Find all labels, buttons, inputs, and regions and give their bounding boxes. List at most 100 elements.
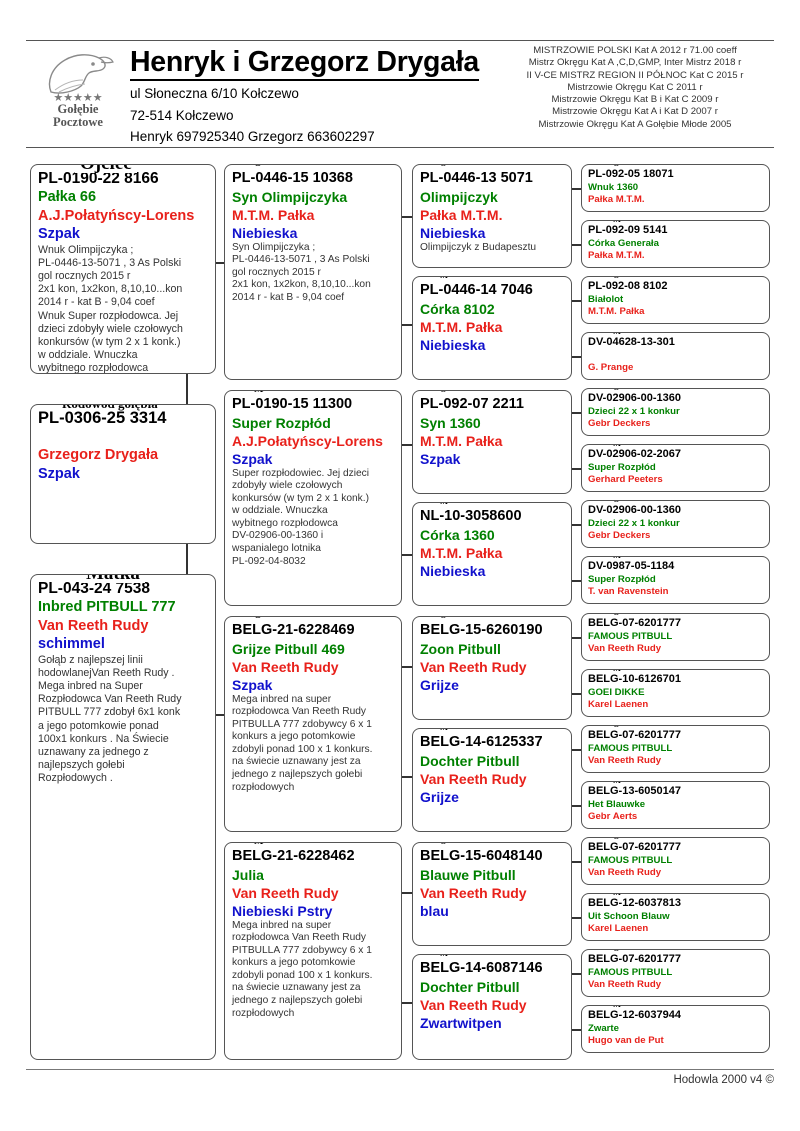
bird-name xyxy=(38,428,209,446)
ring-number: DV-0987-05-1184 xyxy=(588,560,675,572)
card-gen2-2[interactable]: O BELG-21-6228469 Grijze Pitbull 469 Van… xyxy=(224,616,402,832)
card-gen4-14[interactable]: O BELG-07-6201777 FAMOUS PITBULL Van Ree… xyxy=(581,949,770,997)
card-gen4-0[interactable]: O PL-092-05 18071 Wnuk 1360 Pałka M.T.M. xyxy=(581,164,770,212)
card-gen4-1[interactable]: M PL-092-09 5141 Córka Generała Pałka M.… xyxy=(581,220,770,268)
ring-number: BELG-07-6201777 xyxy=(588,729,681,741)
ring-number: PL-0446-14 7046 xyxy=(420,282,533,298)
star-rating: ★★★★★ xyxy=(53,92,103,104)
card-gen4-15[interactable]: M BELG-12-6037944 Zwarte Hugo van de Put xyxy=(581,1005,770,1053)
card-caption-sex: M xyxy=(249,391,269,395)
card-gen3-2[interactable]: O PL-092-07 2211 Syn 1360 M.T.M. Pałka S… xyxy=(412,390,572,494)
bird-color: blau xyxy=(420,902,449,919)
card-gen4-4[interactable]: O DV-02906-00-1360 Dzieci 22 x 1 konkur … xyxy=(581,388,770,436)
card-gen4-9[interactable]: M BELG-10-6126701 GOEI DIKKE Karel Laene… xyxy=(581,669,770,717)
connector-g3-g4-15 xyxy=(571,973,581,975)
card-gen3-6[interactable]: O BELG-15-6048140 Blauwe Pitbull Van Ree… xyxy=(412,842,572,946)
bird-name: Pałka 66 xyxy=(38,189,97,205)
address-line-3: Henryk 697925340 Grzegorz 663602297 xyxy=(130,129,375,144)
achievement-item: MISTRZOWIE POLSKI Kat A 2012 r 71.00 coe… xyxy=(533,45,737,56)
card-gen4-7[interactable]: M DV-0987-05-1184 Super Rozpłód T. van R… xyxy=(581,556,770,604)
card-gen4-10[interactable]: O BELG-07-6201777 FAMOUS PITBULL Van Ree… xyxy=(581,725,770,773)
card-caption-sex: O xyxy=(608,726,625,729)
card-father[interactable]: Ojciec PL-0190-22 8166 Pałka 66 A.J.Poła… xyxy=(30,164,216,374)
connector-g3-g4-13 xyxy=(571,861,581,863)
bird-name: Syn 1360 xyxy=(420,414,481,431)
ring-number: BELG-10-6126701 xyxy=(588,673,681,685)
footer-rule xyxy=(26,1069,774,1070)
card-gen4-2[interactable]: O PL-092-08 8102 Białolot M.T.M. Pałka xyxy=(581,276,770,324)
card-gen4-12[interactable]: O BELG-07-6201777 FAMOUS PITBULL Van Ree… xyxy=(581,837,770,885)
bird-notes: Wnuk Olimpijczyka ; PL-0446-13-5071 , 3 … xyxy=(38,243,183,374)
bird-name: Zoon Pitbull xyxy=(420,640,501,657)
connector-g3-g4-5 xyxy=(571,412,581,414)
connector-g2-g3-d xyxy=(402,554,412,556)
card-gen3-7[interactable]: M BELG-14-6087146 Dochter Pitbull Van Re… xyxy=(412,954,572,1060)
ring-number: PL-0446-13 5071 xyxy=(420,170,533,186)
card-gen3-1[interactable]: M PL-0446-14 7046 Córka 8102 M.T.M. Pałk… xyxy=(412,276,572,380)
card-caption-sex: M xyxy=(608,221,627,224)
bird-name: FAMOUS PITBULL xyxy=(588,966,673,978)
breeder-name: Pałka M.T.M. xyxy=(420,206,503,223)
achievement-item: Mistrzowie Okręgu Kat A Gołębie Młode 20… xyxy=(538,118,732,130)
connector-g3-g4-9 xyxy=(571,637,581,639)
card-gen4-3[interactable]: M DV-04628-13-301 G. Prange xyxy=(581,332,770,380)
breeder-name: A.J.Połatyńscy-Lorens xyxy=(232,432,383,449)
bird-name: Dzieci 22 x 1 konkur xyxy=(588,517,680,529)
ring-number: PL-092-07 2211 xyxy=(420,396,524,412)
card-gen4-5[interactable]: M DV-02906-02-2067 Super Rozpłód Gerhard… xyxy=(581,444,770,492)
breeder-name: Pałka M.T.M. xyxy=(588,249,645,261)
card-subject[interactable]: Rodowód gołębia PL-0306-25 3314 Grzegorz… xyxy=(30,404,216,544)
breeder-name: Van Reeth Rudy xyxy=(232,658,339,675)
address-line-1: ul Słoneczna 6/10 Kołczewo xyxy=(130,86,299,101)
card-gen2-1[interactable]: M PL-0190-15 11300 Super Rozpłód A.J.Poł… xyxy=(224,390,402,606)
ring-number: DV-02906-02-2067 xyxy=(588,448,681,460)
ring-number: PL-092-09 5141 xyxy=(588,224,668,236)
breeder-name: Gebr Aerts xyxy=(588,810,638,822)
breeder-name: Gerhard Peeters xyxy=(588,473,663,485)
breeder-name: Van Reeth Rudy xyxy=(588,754,662,766)
card-gen3-4[interactable]: O BELG-15-6260190 Zoon Pitbull Van Reeth… xyxy=(412,616,572,720)
breeder-name: Van Reeth Rudy xyxy=(420,996,527,1013)
card-caption-sex: O xyxy=(608,277,625,280)
card-caption-sex: O xyxy=(608,838,625,841)
card-caption-sex: O xyxy=(249,165,267,169)
breeder-name: T. van Ravenstein xyxy=(588,585,669,597)
card-mother[interactable]: Matka PL-043-24 7538 Inbred PITBULL 777 … xyxy=(30,574,216,1060)
breeder-name: M.T.M. Pałka xyxy=(420,544,503,561)
breeder-name: Van Reeth Rudy xyxy=(588,866,662,878)
bird-color: Niebieska xyxy=(420,224,486,241)
card-gen3-3[interactable]: M NL-10-3058600 Córka 1360 M.T.M. Pałka … xyxy=(412,502,572,606)
card-caption-sex: M xyxy=(435,277,454,280)
breeder-name: Van Reeth Rudy xyxy=(420,658,527,675)
bird-name: Córka Generała xyxy=(588,237,659,249)
connector-g3-g4-10 xyxy=(571,693,581,695)
ring-number: PL-043-24 7538 xyxy=(38,580,151,597)
connector-g3-g4-2 xyxy=(571,244,581,246)
achievement-item: Mistrzowie Okręgu Kat B i Kat C 2009 r xyxy=(551,94,719,106)
ring-number: BELG-21-6228469 xyxy=(232,622,355,638)
connector-g3-g4-11 xyxy=(571,749,581,751)
card-gen4-8[interactable]: O BELG-07-6201777 FAMOUS PITBULL Van Ree… xyxy=(581,613,770,661)
bird-name: Zwarte xyxy=(588,1022,619,1034)
connector-g2-g3-a xyxy=(402,216,412,218)
ring-number: BELG-13-6050147 xyxy=(588,785,681,797)
card-gen3-0[interactable]: O PL-0446-13 5071 Olimpijczyk Pałka M.T.… xyxy=(412,164,572,268)
connector-g3-g4-8 xyxy=(571,580,581,582)
bird-notes: Olimpijczyk z Budapesztu xyxy=(420,241,537,253)
card-gen3-5[interactable]: M BELG-14-6125337 Dochter Pitbull Van Re… xyxy=(412,728,572,832)
card-gen2-3[interactable]: M BELG-21-6228462 Julia Van Reeth Rudy N… xyxy=(224,842,402,1060)
bird-name: Dzieci 22 x 1 konkur xyxy=(588,405,680,417)
header-top-rule xyxy=(26,40,774,41)
card-gen4-6[interactable]: O DV-02906-00-1360 Dzieci 22 x 1 konkur … xyxy=(581,500,770,548)
ring-number: DV-04628-13-301 xyxy=(588,336,675,348)
card-gen2-0[interactable]: O PL-0446-15 10368 Syn Olimpijczyka M.T.… xyxy=(224,164,402,380)
bird-name xyxy=(588,350,764,362)
card-gen4-13[interactable]: M BELG-12-6037813 Uit Schoon Blauw Karel… xyxy=(581,893,770,941)
card-caption-sex: M xyxy=(608,894,627,897)
breeder-name: M.T.M. Pałka xyxy=(232,206,315,223)
achievements-list: MISTRZOWIE POLSKI Kat A 2012 r 71.00 coe… xyxy=(494,45,776,131)
card-caption-sex: M xyxy=(435,503,454,506)
card-gen4-11[interactable]: M BELG-13-6050147 Het Blauwke Gebr Aerts xyxy=(581,781,770,829)
ring-number: BELG-15-6260190 xyxy=(420,622,543,638)
ring-number: BELG-07-6201777 xyxy=(588,953,681,965)
